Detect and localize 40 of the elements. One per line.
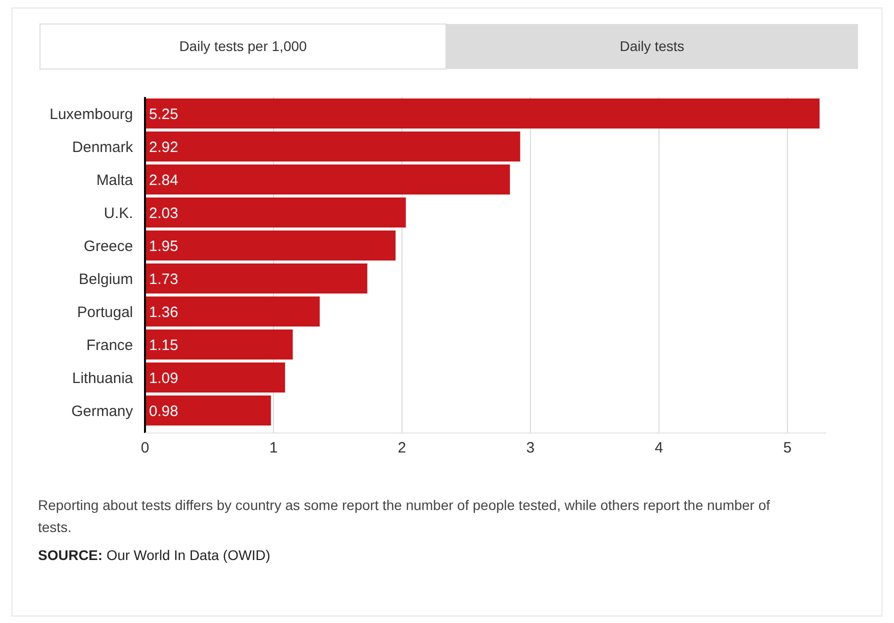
data-label: 1.95 [149,238,178,255]
text: Daily tests [620,38,684,54]
x-tick-label: 4 [654,439,664,456]
data-label: 1.73 [149,270,178,288]
x-tick-label: 1 [269,439,278,456]
bar [145,395,271,426]
data-label: 1.09 [149,370,178,387]
y-tick-label: Denmark [72,138,134,156]
x-tick-label: 5 [783,439,792,456]
text: Reporting about tests differs by country as some report the number of people tested, while others report the number of tests. [38,497,770,535]
y-tick-label: France [86,336,133,354]
data-label: 1.15 [149,336,178,354]
y-tick-label: Germany [71,402,134,420]
source-note: SOURCE: Our World In Data (OWID) [38,547,270,563]
bar [145,230,396,261]
bar [145,329,293,360]
data-label: 2.92 [149,138,178,156]
data-label: 2.84 [149,172,178,189]
bar [145,362,286,393]
y-tick-label: U.K. [104,204,133,222]
bar [145,263,368,294]
bar [145,296,320,327]
bar [145,197,406,228]
bar [145,164,510,195]
data-label: 0.98 [149,402,178,420]
x-tick-label: 3 [526,439,535,456]
y-tick-label: Belgium [78,270,133,288]
data-label: 1.36 [149,304,178,321]
x-tick-label: 0 [140,439,150,456]
bar [145,131,520,162]
y-tick-label: Lithuania [72,370,134,387]
data-label: 2.03 [149,204,178,222]
bar [145,98,820,129]
text: Daily tests per 1,000 [179,38,308,54]
y-tick-label: Malta [96,172,134,189]
data-label: 5.25 [149,106,178,123]
x-tick-label: 2 [398,439,406,456]
y-tick-label: Greece [84,238,133,255]
y-tick-label: Luxembourg [50,106,133,123]
y-tick-label: Portugal [77,304,133,321]
